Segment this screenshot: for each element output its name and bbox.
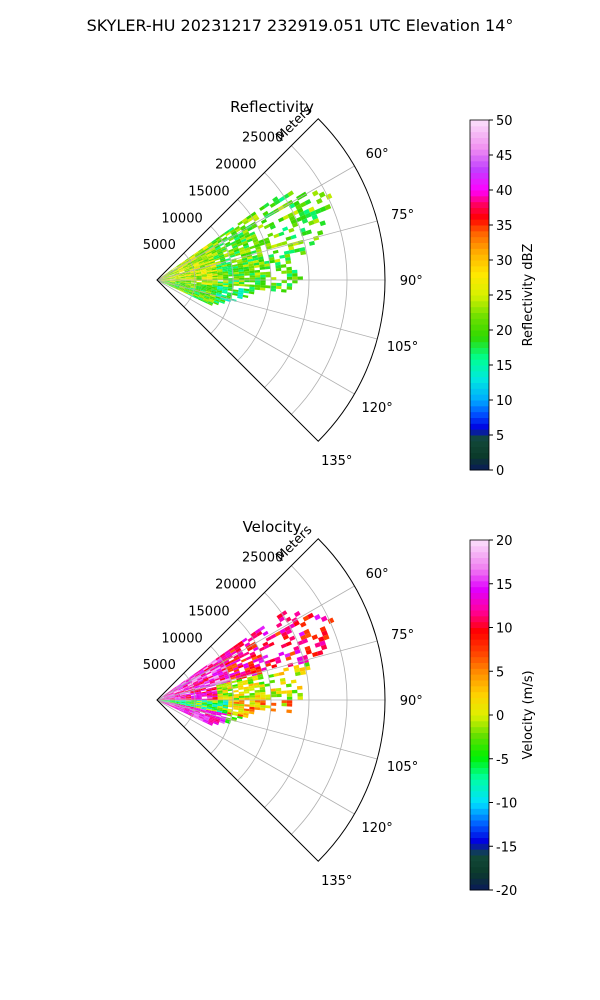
radial-tick-label: 15000 bbox=[188, 604, 229, 619]
radial-tick-label: 20000 bbox=[215, 158, 256, 173]
angle-tick-label: 60° bbox=[366, 147, 389, 162]
colorbar-tick-label: 10 bbox=[496, 394, 513, 409]
radial-tick-label: 5000 bbox=[143, 238, 176, 253]
angle-tick-label: 135° bbox=[321, 874, 352, 889]
angle-tick-label: 90° bbox=[400, 694, 423, 709]
azimuth-spoke bbox=[156, 165, 355, 281]
colorbar-tick-label: 20 bbox=[496, 534, 513, 549]
polar-frame bbox=[156, 538, 386, 862]
azimuth-spoke bbox=[156, 279, 378, 340]
colorbar bbox=[470, 120, 489, 471]
colorbar-label: Velocity (m/s) bbox=[521, 670, 536, 759]
colorbar-tick-label: -10 bbox=[496, 797, 517, 812]
colorbar-tick-label: -20 bbox=[496, 884, 517, 899]
colorbar-tick-label: 30 bbox=[496, 254, 513, 269]
radial-tick-label: 20000 bbox=[215, 578, 256, 593]
colorbar-tick-label: 45 bbox=[496, 149, 513, 164]
colorbar-tick-label: 25 bbox=[496, 289, 513, 304]
angle-tick-label: 135° bbox=[321, 454, 352, 469]
radial-tick-label: 10000 bbox=[161, 211, 202, 226]
azimuth-spoke bbox=[156, 279, 355, 395]
angle-tick-label: 60° bbox=[366, 567, 389, 582]
colorbar-tick-label: 0 bbox=[496, 464, 504, 479]
radial-tick-label: 10000 bbox=[161, 631, 202, 646]
azimuth-spoke bbox=[156, 699, 355, 815]
reflectivity-panel: Reflectivity500010000150002000025000Mete… bbox=[143, 98, 536, 479]
colorbar-tick-label: 50 bbox=[496, 114, 513, 129]
azimuth-spoke bbox=[156, 699, 378, 760]
angle-tick-label: 105° bbox=[387, 760, 418, 775]
radial-tick-label: 25000 bbox=[242, 131, 283, 146]
radial-tick-label: 5000 bbox=[143, 658, 176, 673]
colorbar-tick-label: 40 bbox=[496, 184, 513, 199]
radar-echo-field bbox=[158, 610, 335, 726]
polar-frame bbox=[156, 118, 386, 442]
colorbar-tick-label: 10 bbox=[496, 622, 513, 637]
angle-tick-label: 75° bbox=[391, 628, 414, 643]
colorbar-label: Reflectivity dBZ bbox=[521, 244, 536, 347]
colorbar-tick-label: 35 bbox=[496, 219, 513, 234]
angle-tick-label: 105° bbox=[387, 340, 418, 355]
azimuth-spoke bbox=[156, 220, 378, 281]
velocity-panel: Velocity500010000150002000025000Meters60… bbox=[143, 518, 536, 899]
panel-title: Velocity bbox=[243, 518, 302, 536]
colorbar-tick-label: 5 bbox=[496, 429, 504, 444]
azimuth-spoke bbox=[156, 640, 378, 701]
angle-tick-label: 120° bbox=[361, 821, 392, 836]
radial-tick-label: 15000 bbox=[188, 184, 229, 199]
colorbar-tick-label: 20 bbox=[496, 324, 513, 339]
angle-tick-label: 120° bbox=[361, 401, 392, 416]
colorbar-tick-label: -15 bbox=[496, 840, 517, 855]
angle-tick-label: 90° bbox=[400, 274, 423, 289]
figure-suptitle: SKYLER-HU 20231217 232919.051 UTC Elevat… bbox=[86, 16, 514, 35]
radar-echo-field bbox=[158, 190, 333, 306]
panel-title: Reflectivity bbox=[230, 98, 314, 116]
colorbar bbox=[470, 540, 489, 891]
colorbar-tick-label: 0 bbox=[496, 709, 504, 724]
azimuth-spoke bbox=[156, 585, 355, 701]
angle-tick-label: 75° bbox=[391, 208, 414, 223]
colorbar-tick-label: 15 bbox=[496, 578, 513, 593]
colorbar-tick-label: 5 bbox=[496, 665, 504, 680]
radial-tick-label: 25000 bbox=[242, 551, 283, 566]
colorbar-tick-label: -5 bbox=[496, 753, 509, 768]
colorbar-tick-label: 15 bbox=[496, 359, 513, 374]
